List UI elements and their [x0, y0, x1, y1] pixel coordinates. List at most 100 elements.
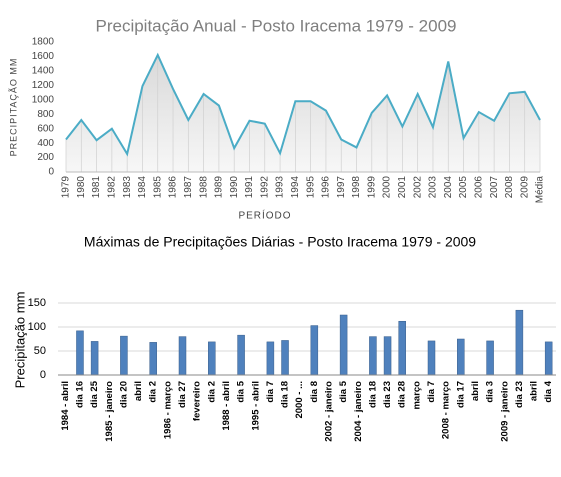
x-tick-label: dia 25 [89, 380, 100, 408]
y-tick-label: 1400 [32, 66, 55, 77]
x-tick-label: 1997 [336, 176, 347, 199]
x-tick-label: 2009 - janeiro [499, 381, 510, 442]
area [66, 55, 540, 172]
x-tick-label: 2006 [473, 176, 484, 199]
x-tick-label: dia 23 [382, 381, 393, 408]
x-tick-label: abril [529, 381, 540, 401]
y-tick-label: 100 [28, 321, 46, 333]
x-tick-label: dia 27 [177, 381, 188, 408]
bar [266, 341, 275, 376]
x-tick-label: 1981 [91, 176, 102, 199]
x-tick-label: 2005 [458, 176, 469, 199]
x-tick-label: 2008 [504, 176, 515, 199]
x-tick-label: dia 23 [514, 381, 525, 408]
y-tick-label: 0 [40, 369, 46, 381]
chart-title: Máximas de Precipitações Diárias - Posto… [84, 234, 476, 250]
x-tick-label: dia 3 [485, 381, 496, 403]
x-tick-label: 1985 [152, 176, 163, 199]
bar [310, 325, 319, 376]
bar [339, 314, 348, 376]
x-tick-label: 1992 [259, 176, 270, 199]
bar [427, 340, 436, 376]
y-tick-label: 400 [37, 138, 54, 149]
bar [369, 336, 377, 376]
bar [515, 309, 524, 376]
x-tick-label: 1986 - março [162, 381, 173, 439]
bar [281, 340, 289, 376]
x-tick-label: 1986 [168, 176, 179, 199]
x-tick-label: dia 5 [338, 380, 349, 402]
y-tick-label: 800 [37, 109, 54, 120]
y-tick-label: 200 [37, 152, 54, 163]
line [65, 52, 541, 157]
bar [544, 341, 553, 376]
x-tick-label: dia 4 [543, 380, 554, 402]
x-tick-label: 2009 [519, 176, 530, 199]
x-axis-label: PERÍODO [238, 209, 291, 222]
y-tick-label: 0 [48, 167, 54, 178]
x-tick-label: 1980 [76, 176, 87, 199]
x-tick-label: abril [470, 381, 481, 401]
bar [398, 320, 406, 376]
x-tick-label: 1982 [107, 176, 118, 199]
x-tick-label: dia 7 [426, 381, 437, 403]
x-tick-label: 1995 - abril [250, 381, 261, 431]
x-tick-label: março [411, 381, 422, 410]
x-tick-label: dia 20 [118, 381, 129, 408]
x-tick-label: 2003 [428, 176, 439, 199]
x-tick-label: dia 17 [455, 381, 466, 408]
x-tick-label: abril [133, 381, 144, 401]
x-tick-label: 1987 [183, 176, 194, 199]
x-tick-label: 1984 [137, 176, 148, 199]
y-tick-label: 1200 [32, 80, 55, 91]
x-tick-label: 1993 [275, 176, 286, 199]
x-tick-label: 2007 [489, 176, 500, 199]
bar [76, 330, 84, 376]
x-tick-label: 1995 [305, 176, 316, 199]
x-tick-label: 1983 [122, 176, 133, 199]
x-tick-label: 1991 [244, 176, 255, 199]
x-tick-label: 2008 - março [441, 381, 452, 439]
x-tick-label: 2004 [443, 176, 454, 199]
y-tick-label: 600 [37, 123, 54, 134]
x-tick-label: dia 28 [397, 381, 408, 408]
x-tick-label: dia 16 [74, 381, 85, 408]
chart-title: Precipitação Anual - Posto Iracema 1979 … [96, 16, 457, 35]
bar [90, 341, 99, 376]
x-tick-label: 1999 [366, 176, 377, 199]
bar [457, 338, 465, 376]
x-tick-label: 2004 - janeiro [353, 381, 364, 442]
x-tick-label: 2001 [397, 176, 408, 199]
x-tick-label: 2000 [382, 176, 393, 199]
x-tick-label: 2002 - janeiro [323, 381, 334, 442]
x-tick-label: 1998 [351, 176, 362, 199]
x-tick-label: 2002 [412, 176, 423, 199]
bar [149, 342, 157, 376]
y-tick-label: 1000 [32, 94, 55, 105]
bar [178, 336, 187, 376]
x-tick-label: dia 8 [309, 381, 320, 403]
bar [237, 334, 245, 376]
x-tick-label: 2000 - ... [294, 381, 305, 419]
bar [208, 341, 216, 376]
bar [486, 340, 494, 376]
x-tick-label: 1996 [321, 176, 332, 199]
x-tick-label: 1979 [61, 176, 72, 199]
x-tick-label: dia 5 [236, 380, 247, 402]
x-tick-label: dia 2 [148, 381, 159, 403]
x-tick-label: Média [535, 176, 546, 204]
x-tick-label: 1985 - janeiro [104, 381, 115, 442]
x-tick-label: 1984 - abril [60, 381, 71, 431]
x-tick-label: dia 7 [265, 381, 276, 403]
y-axis-label: PRECIPITAÇÃO MM [8, 58, 18, 157]
x-tick-label: dia 2 [206, 381, 217, 403]
bar [383, 336, 392, 376]
x-tick-label: 1988 - abril [221, 381, 232, 431]
x-tick-label: fevereiro [192, 381, 203, 421]
bar [120, 335, 128, 376]
x-tick-label: 1990 [229, 176, 240, 199]
x-tick-label: dia 18 [367, 381, 378, 408]
x-tick-label: 1994 [290, 176, 301, 199]
x-tick-label: 1989 [214, 176, 225, 199]
